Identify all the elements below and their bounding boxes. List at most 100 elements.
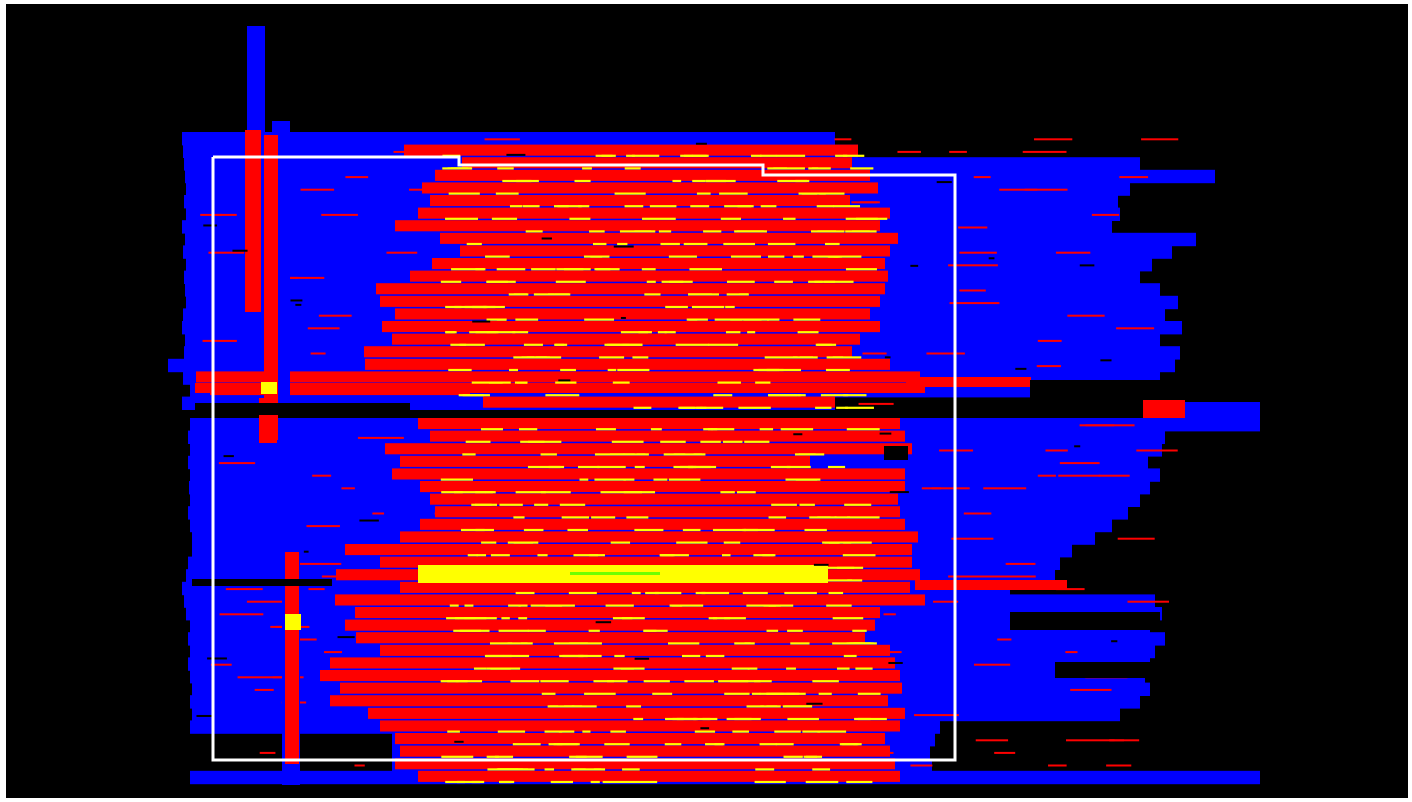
triple-coverage-streak [814, 280, 823, 283]
triple-coverage-streak [527, 465, 561, 469]
triple-coverage-streak [569, 217, 591, 220]
triple-coverage-streak [633, 717, 644, 721]
triple-coverage-streak [634, 528, 664, 532]
triple-coverage-streak [578, 205, 590, 208]
double-coverage-streak [883, 613, 896, 616]
triple-coverage-streak [499, 503, 523, 506]
triple-coverage-streak [798, 192, 826, 195]
double-coverage-streak [489, 276, 534, 279]
triple-coverage-streak [459, 343, 485, 346]
triple-coverage-streak [718, 680, 749, 683]
triple-coverage-streak [645, 591, 659, 595]
double-coverage-streak [386, 251, 418, 254]
double-coverage-swath [320, 670, 900, 682]
double-coverage-swath [400, 531, 918, 543]
triple-coverage-streak [460, 528, 485, 532]
triple-coverage-streak [597, 465, 626, 469]
triple-coverage-streak [633, 780, 658, 784]
triple-coverage-streak [736, 491, 756, 494]
double-coverage-streak [948, 264, 998, 267]
double-coverage-streak [1022, 150, 1067, 153]
triple-coverage-streak [624, 167, 641, 170]
triple-coverage-streak [823, 280, 854, 283]
double-coverage-streak [654, 726, 682, 729]
double-coverage-streak [1070, 688, 1112, 691]
coverage-gap [207, 657, 227, 660]
double-coverage-streak [747, 377, 797, 380]
triple-coverage-streak [857, 717, 887, 721]
double-coverage-streak [611, 600, 648, 603]
triple-coverage-streak [719, 192, 748, 195]
triple-coverage-streak [764, 356, 798, 359]
double-coverage-streak [569, 777, 609, 780]
triple-coverage-streak [768, 255, 785, 258]
double-coverage-streak [292, 562, 342, 565]
triple-coverage-streak [496, 268, 526, 271]
triple-coverage-streak [610, 541, 631, 544]
double-coverage-streak [593, 176, 621, 179]
triple-coverage-streak [835, 154, 848, 157]
double-coverage-streak [959, 251, 997, 254]
triple-coverage-streak [766, 629, 779, 632]
coverage-gap [1074, 445, 1081, 448]
double-coverage-swath [368, 707, 905, 719]
double-coverage-streak [539, 714, 569, 717]
triple-coverage-streak [626, 705, 642, 708]
double-coverage-streak [623, 701, 653, 704]
triple-coverage-streak [824, 242, 840, 246]
triple-coverage-streak [571, 705, 583, 708]
triple-coverage-streak [499, 780, 515, 784]
double-coverage-streak [341, 487, 355, 490]
double-coverage-swath [418, 770, 900, 782]
triple-coverage-streak [717, 381, 741, 384]
double-coverage-streak [859, 201, 880, 204]
triple-coverage-streak [734, 230, 767, 233]
triple-coverage-streak [491, 217, 518, 220]
double-coverage-streak [498, 339, 528, 342]
double-coverage-streak [1109, 739, 1125, 742]
double-coverage-streak [1058, 474, 1101, 477]
double-coverage-streak [417, 537, 436, 540]
triple-coverage-streak [489, 642, 513, 645]
triple-coverage-streak [451, 268, 485, 271]
triple-coverage-streak [490, 554, 510, 557]
triple-coverage-streak [623, 453, 649, 456]
double-coverage-swath [356, 632, 865, 644]
double-coverage-streak [745, 150, 766, 153]
double-coverage-swath [196, 371, 920, 383]
triple-coverage-streak [774, 730, 801, 733]
coverage-gap [910, 264, 919, 267]
triple-coverage-streak [686, 318, 708, 321]
triple-coverage-streak [445, 217, 478, 220]
triple-coverage-streak [713, 394, 733, 397]
double-coverage-streak [736, 512, 752, 515]
coverage-gap [1117, 662, 1137, 665]
triple-coverage-streak [812, 768, 831, 771]
double-coverage-swaths [195, 138, 1185, 782]
triple-coverage-streaks [418, 154, 888, 784]
double-coverage-streak [933, 600, 959, 603]
triple-coverage-streak [703, 428, 713, 431]
double-coverage-streak [553, 176, 584, 179]
triple-coverage-streak [573, 554, 605, 557]
coverage-gap [195, 403, 410, 415]
triple-coverage-streak [690, 205, 710, 208]
triple-coverage-streak [754, 680, 772, 683]
triple-coverage-streak [722, 440, 743, 443]
triple-coverage-streak [537, 554, 548, 557]
double-coverage-streak [591, 226, 611, 229]
double-coverage-streak [719, 525, 761, 528]
double-coverage-streak [585, 651, 597, 654]
triple-coverage-streak [847, 516, 880, 519]
double-coverage-streak [321, 575, 364, 578]
double-coverage-streak [959, 289, 986, 292]
triple-coverage-streak [486, 331, 516, 334]
triple-coverage-streak [726, 293, 749, 296]
triple-coverage-streak [687, 465, 717, 469]
triple-coverage-streak [449, 604, 459, 607]
triple-coverage-streak [614, 192, 646, 195]
triple-coverage-streak [790, 642, 810, 645]
triple-coverage-streak [819, 192, 845, 195]
triple-coverage-streak [783, 755, 803, 758]
triple-coverage-streak [617, 368, 650, 372]
